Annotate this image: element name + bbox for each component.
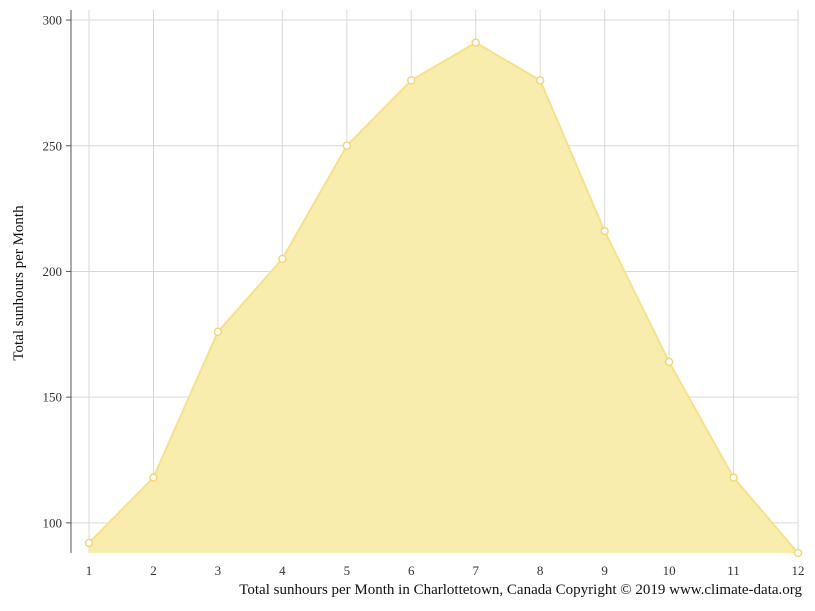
x-tick-label-6: 7 — [472, 563, 479, 578]
y-tick-label-3: 250 — [43, 138, 63, 153]
y-tick-label-4: 300 — [43, 13, 63, 28]
data-point-5 — [407, 76, 416, 85]
data-point-3 — [278, 254, 287, 264]
x-tick-label-11: 12 — [792, 563, 805, 578]
y-axis-label: Total sunhours per Month — [11, 205, 27, 361]
x-tick-label-5: 6 — [408, 563, 415, 578]
data-point-2 — [213, 327, 223, 337]
data-point-4 — [342, 141, 352, 150]
data-point-10 — [729, 473, 738, 482]
series-line — [88, 41, 799, 554]
x-tick-label-3: 4 — [279, 563, 286, 578]
data-point-0 — [84, 538, 94, 548]
x-tick-label-7: 8 — [537, 563, 544, 578]
x-tick-label-9: 10 — [663, 563, 676, 578]
x-tick-label-4: 5 — [344, 563, 351, 578]
x-axis-ticks: 1 2 3 4 5 6 7 8 9 10 11 12 — [86, 563, 805, 578]
data-point-6 — [471, 38, 480, 47]
chart-caption: Total sunhours per Month in Charlottetow… — [239, 582, 802, 598]
data-point-9 — [664, 357, 674, 367]
x-tick-label-0: 1 — [86, 563, 93, 578]
y-tick-label-1: 150 — [43, 390, 63, 405]
area-fill — [89, 42, 798, 554]
x-tick-label-1: 2 — [150, 563, 157, 578]
y-tick-label-2: 200 — [43, 264, 63, 279]
data-point-8 — [600, 226, 609, 236]
x-tick-label-10: 11 — [727, 563, 740, 578]
y-axis: 100 150 200 250 300 — [43, 10, 72, 553]
x-tick-label-2: 3 — [215, 563, 222, 578]
data-point-7 — [535, 76, 545, 85]
data-point-11 — [793, 548, 803, 558]
data-points — [84, 38, 803, 558]
data-point-1 — [149, 473, 158, 482]
y-tick-label-0: 100 — [43, 515, 63, 530]
x-tick-label-8: 9 — [601, 563, 608, 578]
